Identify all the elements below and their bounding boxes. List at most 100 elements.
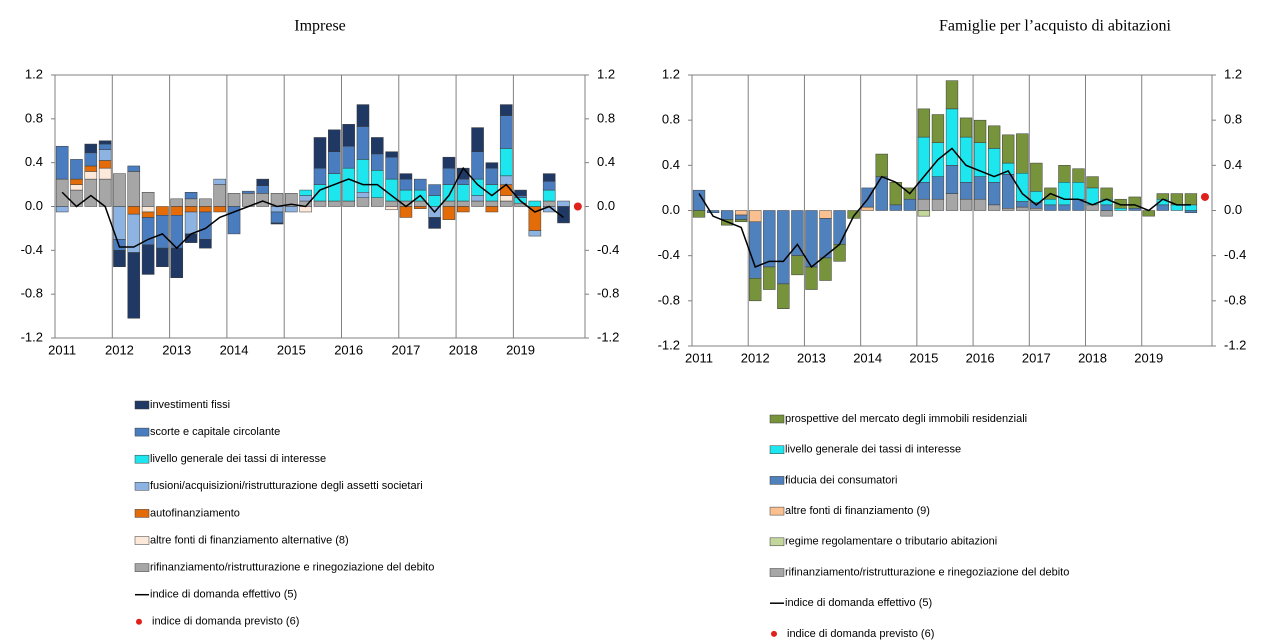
legend-label: investimenti fissi <box>150 399 230 411</box>
legend-swatch <box>769 414 785 424</box>
legend-swatch <box>134 563 150 572</box>
bar-segment <box>313 167 327 185</box>
bar-segment <box>98 149 112 161</box>
bar-segment <box>385 206 398 211</box>
x-tick-label: 2012 <box>741 350 770 365</box>
bar-segment <box>1184 210 1198 214</box>
bar-segment <box>485 162 499 169</box>
bar-segment <box>428 217 441 229</box>
x-tick-label: 2015 <box>909 350 938 365</box>
forecast-point <box>573 202 582 211</box>
bar-segment <box>1044 204 1057 211</box>
bar-segment <box>70 184 83 191</box>
bar-segment <box>328 200 341 207</box>
bar-segment <box>313 200 327 207</box>
bar-segment <box>385 151 398 158</box>
bar-segment <box>442 206 456 220</box>
legend-swatch <box>134 454 150 464</box>
bar-segment <box>141 206 155 213</box>
bar-segment <box>1086 176 1099 189</box>
bar-segment <box>973 198 987 211</box>
bar-segment <box>485 200 499 207</box>
bar-segment <box>98 140 112 145</box>
bar-segment <box>184 192 198 200</box>
x-tick-label: 2014 <box>853 350 882 365</box>
bar-segment <box>499 115 513 149</box>
x-tick-label: 2019 <box>506 342 535 357</box>
x-tick-label: 2013 <box>797 350 826 365</box>
bar-segment <box>127 165 141 172</box>
bar-segment <box>328 129 341 152</box>
bar-segment <box>1100 204 1113 211</box>
bar-segment <box>1030 207 1043 211</box>
bar-segment <box>735 214 748 220</box>
bar-segment <box>1044 198 1057 206</box>
bar-segment <box>471 151 484 180</box>
legend-label: rifinanziamento/ristrutturazione e rineg… <box>785 566 1069 578</box>
bar-segment <box>1058 182 1071 206</box>
bar-segment <box>720 210 734 220</box>
bar-segment <box>356 192 370 198</box>
chart-title: Famiglie per l’acquisto di abitazioni <box>939 18 1171 35</box>
y-tick-label: 0.0 <box>25 198 43 213</box>
legend-swatch <box>134 482 150 491</box>
bar-segment <box>141 244 155 275</box>
y2-tick-label: 0.0 <box>1224 202 1242 217</box>
bar-segment <box>917 210 931 217</box>
legend-label: scorte e capitale circolante <box>150 426 280 438</box>
bar-segment <box>471 200 484 207</box>
bar-segment <box>170 206 184 216</box>
bar-segment <box>485 206 499 213</box>
bar-segment <box>127 171 141 207</box>
y2-tick-label: 0.8 <box>1224 112 1242 127</box>
legend-swatch <box>134 536 150 545</box>
bar-segment <box>356 197 370 207</box>
legend-swatch <box>769 537 785 547</box>
bar-segment <box>156 215 169 249</box>
bar-segment <box>199 206 212 213</box>
y-tick-label: -0.8 <box>21 286 43 301</box>
bar-segment <box>499 200 513 207</box>
bar-segment <box>763 266 776 290</box>
legend-swatch <box>769 476 785 485</box>
legend-label: regime regolamentare o tributario abitaz… <box>785 536 997 548</box>
bar-segment <box>959 117 973 138</box>
legend-label: fiducia dei consumatori <box>785 474 898 486</box>
bar-segment <box>706 210 720 214</box>
bar-segment <box>55 145 69 180</box>
bar-segment <box>791 255 804 276</box>
bar-segment <box>371 153 384 171</box>
bar-segment <box>1030 162 1043 192</box>
bar-segment <box>242 190 255 194</box>
bar-segment <box>227 193 241 207</box>
bar-segment <box>499 104 513 116</box>
y-tick-label: 0.8 <box>662 112 680 127</box>
bar-segment <box>1058 204 1071 211</box>
index-line <box>698 147 1191 269</box>
bar-segment <box>988 125 1001 149</box>
bar-segment <box>471 195 484 202</box>
bar-segment <box>945 108 959 166</box>
y2-tick-label: -0.8 <box>1224 292 1246 307</box>
bar-segment <box>945 193 959 211</box>
bar-segment <box>342 124 355 147</box>
y2-tick-label: 0.0 <box>597 198 615 213</box>
y-tick-label: 1.2 <box>25 66 43 81</box>
bar-segment <box>299 206 312 213</box>
bar-segment <box>1128 207 1141 211</box>
x-tick-label: 2013 <box>162 342 191 357</box>
bar-segment <box>256 178 269 186</box>
legend-label: rifinanziamento/ristrutturazione e rineg… <box>150 562 434 574</box>
y-tick-label: 0.0 <box>662 202 680 217</box>
bar-segment <box>270 206 284 213</box>
bar-segment <box>945 165 959 194</box>
bar-segment <box>156 206 169 216</box>
bar-segment <box>299 189 312 196</box>
bar-segment <box>98 143 112 150</box>
bar-segment <box>399 206 413 218</box>
bar-segment <box>514 189 527 196</box>
bar-segment <box>213 184 226 207</box>
bar-segment <box>442 156 456 169</box>
legend-swatch <box>134 509 150 518</box>
